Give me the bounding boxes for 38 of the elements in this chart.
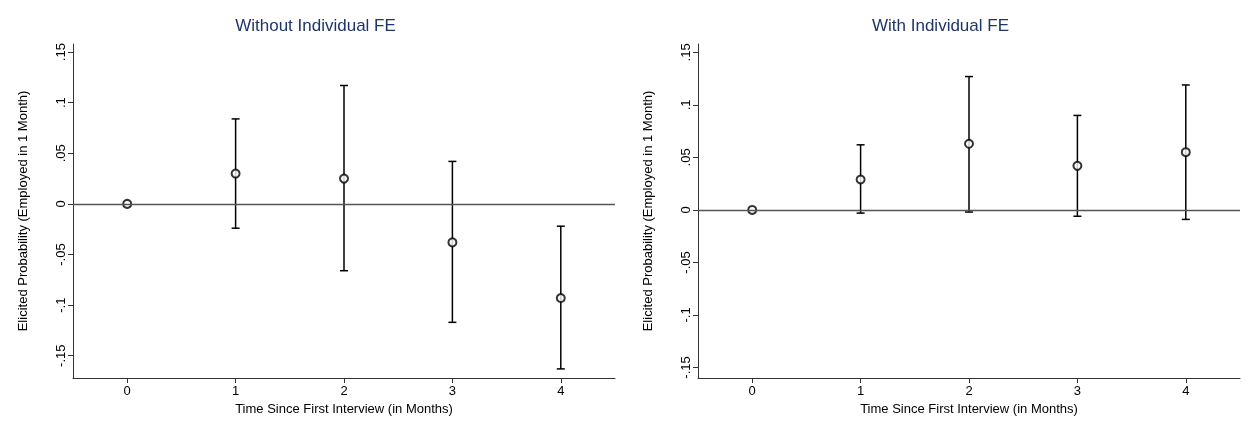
point: [447, 237, 458, 248]
point: [1180, 147, 1191, 158]
y-tick-label: .1: [53, 97, 68, 109]
y-tick-label: -.1: [678, 307, 693, 323]
x-tick-label: 1: [856, 383, 865, 398]
y-tick-label: -.05: [53, 243, 68, 266]
point: [230, 168, 241, 179]
chart-title: Without Individual FE: [235, 16, 396, 35]
y-tick-label: .15: [678, 43, 693, 62]
y-tick-label: -.15: [678, 356, 693, 379]
y-tick-label: -.15: [53, 344, 68, 367]
x-tick-label: 3: [448, 383, 457, 398]
x-tick-label: 4: [1182, 383, 1190, 398]
y-tick-label: 0: [678, 206, 693, 214]
point: [1072, 160, 1083, 171]
y-tick-label: .15: [53, 43, 68, 62]
x-tick-label: 0: [123, 383, 131, 398]
chart-title: With Individual FE: [872, 16, 1009, 35]
x-tick-label: 4: [557, 383, 565, 398]
point: [964, 138, 974, 149]
x-tick-label: 0: [748, 383, 756, 398]
y-tick-label: -.1: [53, 297, 68, 313]
x-tick-label: 1: [231, 383, 240, 398]
y-axis-title: Elicited Probability (Employed in 1 Month): [15, 90, 30, 332]
point: [339, 173, 349, 184]
point: [855, 174, 866, 185]
x-axis-title: Time Since First Interview (in Months): [235, 400, 453, 416]
y-tick-label: .05: [678, 148, 693, 167]
x-tick-label: 2: [965, 383, 973, 398]
y-tick-label: .05: [53, 144, 68, 163]
point: [555, 293, 566, 304]
x-axis-title: Time Since First Interview (in Months): [860, 400, 1078, 416]
y-axis-title: Elicited Probability (Employed in 1 Month): [640, 90, 655, 332]
x-tick-label: 2: [340, 383, 348, 398]
y-tick-label: .1: [678, 99, 693, 111]
y-tick-label: 0: [53, 200, 68, 208]
x-tick-label: 3: [1073, 383, 1082, 398]
y-tick-label: -.05: [678, 251, 693, 274]
